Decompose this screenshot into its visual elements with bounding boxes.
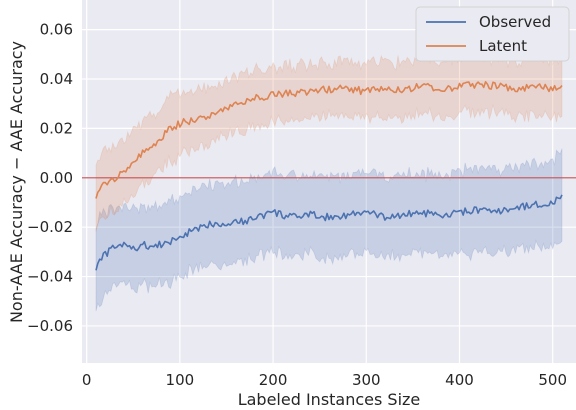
y-tick-label: 0.02 — [40, 119, 73, 137]
observed-confidence-band — [95, 148, 563, 312]
x-tick-label: 200 — [259, 371, 288, 389]
series-lines — [95, 81, 563, 271]
y-axis-label: Non-AAE Accuracy − AAE Accuracy — [7, 41, 26, 323]
x-tick-labels: 0 100 200 300 400 500 — [82, 371, 567, 389]
y-tick-label: −0.04 — [27, 268, 73, 286]
x-tick-label: 0 — [82, 371, 92, 389]
y-tick-label: 0.06 — [40, 21, 73, 39]
observed-series-line — [95, 194, 563, 271]
x-tick-label: 100 — [166, 371, 195, 389]
latent-confidence-band — [95, 51, 563, 232]
x-tick-label: 400 — [445, 371, 474, 389]
x-tick-label: 300 — [352, 371, 381, 389]
x-axis-label: Labeled Instances Size — [238, 390, 421, 409]
latent-series-line — [95, 81, 563, 199]
x-tick-label: 500 — [538, 371, 567, 389]
y-tick-labels: −0.06 −0.04 −0.02 0.00 0.02 0.04 0.06 — [27, 21, 73, 335]
y-tick-label: 0.04 — [40, 70, 73, 88]
y-tick-label: −0.06 — [27, 317, 73, 335]
legend-box — [415, 6, 570, 62]
legend-observed-label: Observed — [479, 13, 551, 31]
legend: Observed Latent — [415, 6, 570, 62]
legend-latent-label: Latent — [479, 37, 527, 55]
confidence-bands — [95, 51, 563, 312]
y-tick-label: 0.00 — [40, 169, 73, 187]
y-tick-label: −0.02 — [27, 218, 73, 236]
